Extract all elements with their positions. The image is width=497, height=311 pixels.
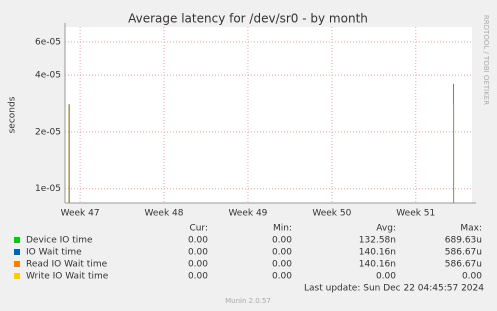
x-tick-label: Week 48: [145, 209, 184, 219]
last-update: Last update: Sun Dec 22 04:45:57 2024: [304, 284, 484, 294]
legend-stat: 140.16n: [359, 248, 396, 258]
legend-header: Max:: [460, 224, 482, 234]
legend-label: Read IO Wait time: [26, 260, 108, 270]
legend-swatch: [14, 237, 20, 243]
legend-header: Cur:: [189, 224, 208, 234]
legend-swatch: [14, 249, 20, 255]
x-tick-label: Week 51: [396, 209, 435, 219]
legend-stat: 0.00: [272, 260, 292, 270]
legend-header: Avg:: [376, 224, 396, 234]
legend-stat: 0.00: [272, 272, 292, 282]
legend-stat: 0.00: [188, 248, 208, 258]
y-tick-label: 1e-05: [35, 184, 61, 194]
y-tick-label: 4e-05: [35, 71, 61, 81]
side-text: RRDTOOL / TOBI OETIKER: [482, 15, 490, 105]
y-tick-label: 6e-05: [35, 37, 61, 47]
legend-header: Min:: [273, 224, 292, 234]
legend-stat: 132.58n: [359, 236, 396, 246]
legend-stat: 0.00: [188, 272, 208, 282]
legend-stat: 0.00: [272, 236, 292, 246]
legend-stat: 0.00: [376, 272, 396, 282]
legend-stat: 586.67u: [445, 260, 482, 270]
legend-label: IO Wait time: [26, 248, 82, 258]
plot-area: [65, 27, 472, 203]
y-tick-label: 2e-05: [35, 127, 61, 137]
legend-stat: 586.67u: [445, 248, 482, 258]
legend-stat: 140.16n: [359, 260, 396, 270]
y-axis-label: seconds: [8, 96, 18, 133]
legend-swatch: [14, 273, 20, 279]
legend-label: Write IO Wait time: [26, 272, 109, 282]
footer: Munin 2.0.57: [225, 297, 271, 305]
legend-stat: 0.00: [188, 260, 208, 270]
legend-stat: 0.00: [462, 272, 482, 282]
legend-label: Device IO time: [26, 236, 93, 246]
x-tick-label: Week 49: [228, 209, 267, 219]
legend-swatch: [14, 261, 20, 267]
legend-stat: 0.00: [188, 236, 208, 246]
x-tick-label: Week 47: [61, 209, 100, 219]
legend-stat: 0.00: [272, 248, 292, 258]
x-tick-label: Week 50: [312, 209, 351, 219]
legend-stat: 689.63u: [445, 236, 482, 246]
chart-title: Average latency for /dev/sr0 - by month: [128, 12, 368, 26]
